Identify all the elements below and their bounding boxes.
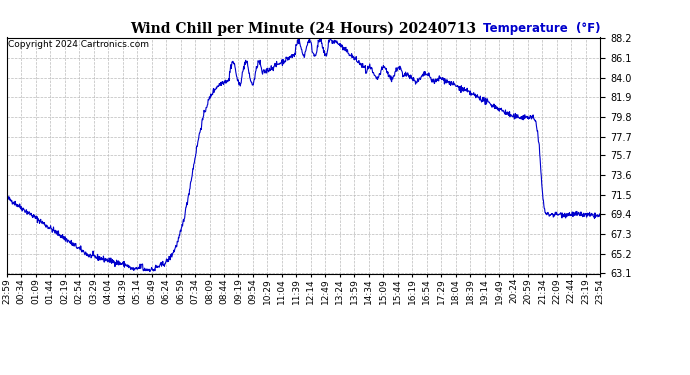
Title: Wind Chill per Minute (24 Hours) 20240713: Wind Chill per Minute (24 Hours) 2024071… [130, 22, 477, 36]
Text: Temperature  (°F): Temperature (°F) [483, 22, 600, 35]
Text: Copyright 2024 Cartronics.com: Copyright 2024 Cartronics.com [8, 40, 149, 49]
